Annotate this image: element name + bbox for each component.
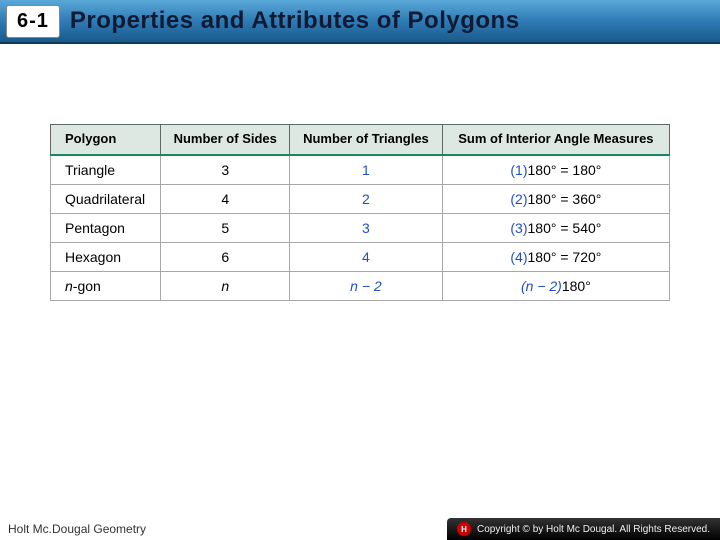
cell-triangles: 3 <box>290 213 443 242</box>
cell-triangles: 2 <box>290 184 443 213</box>
slide-header: 6-1 Properties and Attributes of Polygon… <box>0 0 720 44</box>
footer-left-text: Holt Mc.Dougal Geometry <box>0 522 146 536</box>
section-number: 6-1 <box>6 5 60 38</box>
cell-sides: 5 <box>161 213 290 242</box>
cell-polygon: n-gon <box>51 271 161 300</box>
cell-sum: (2)180° = 360° <box>442 184 669 213</box>
slide-title: Properties and Attributes of Polygons <box>70 7 520 35</box>
cell-sum: (4)180° = 720° <box>442 242 669 271</box>
slide-footer: Holt Mc.Dougal Geometry H Copyright © by… <box>0 518 720 540</box>
table-header-row: Polygon Number of Sides Number of Triang… <box>51 125 670 155</box>
table-row: Hexagon64(4)180° = 720° <box>51 242 670 271</box>
cell-sum: (3)180° = 540° <box>442 213 669 242</box>
polygon-table: Polygon Number of Sides Number of Triang… <box>50 124 670 301</box>
cell-sides: 3 <box>161 155 290 185</box>
cell-sum: (n − 2)180° <box>442 271 669 300</box>
copyright-text: Copyright © by Holt Mc Dougal. All Right… <box>477 524 710 535</box>
cell-polygon: Triangle <box>51 155 161 185</box>
table-row: Triangle31(1)180° = 180° <box>51 155 670 185</box>
cell-sides: 6 <box>161 242 290 271</box>
cell-sides: 4 <box>161 184 290 213</box>
table-row: n-gonnn − 2(n − 2)180° <box>51 271 670 300</box>
col-sides: Number of Sides <box>161 125 290 155</box>
content-area: Polygon Number of Sides Number of Triang… <box>0 44 720 301</box>
col-triangles: Number of Triangles <box>290 125 443 155</box>
cell-polygon: Pentagon <box>51 213 161 242</box>
cell-polygon: Quadrilateral <box>51 184 161 213</box>
cell-triangles: n − 2 <box>290 271 443 300</box>
col-sum: Sum of Interior Angle Measures <box>442 125 669 155</box>
cell-triangles: 4 <box>290 242 443 271</box>
footer-copyright: H Copyright © by Holt Mc Dougal. All Rig… <box>447 518 720 540</box>
table-row: Quadrilateral42(2)180° = 360° <box>51 184 670 213</box>
col-polygon: Polygon <box>51 125 161 155</box>
table-row: Pentagon53(3)180° = 540° <box>51 213 670 242</box>
cell-sides: n <box>161 271 290 300</box>
cell-triangles: 1 <box>290 155 443 185</box>
cell-sum: (1)180° = 180° <box>442 155 669 185</box>
cell-polygon: Hexagon <box>51 242 161 271</box>
publisher-logo-icon: H <box>457 522 471 536</box>
